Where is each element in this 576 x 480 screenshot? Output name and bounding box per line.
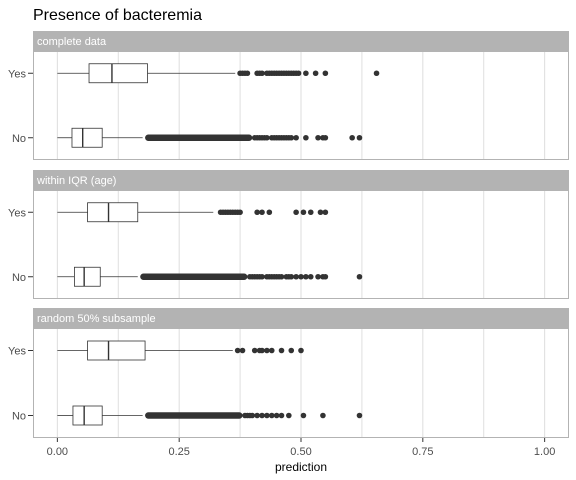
facet-strip-label: random 50% subsample [37, 313, 156, 325]
outlier-point [303, 70, 309, 77]
outlier-point [373, 70, 380, 77]
y-tick-label: Yes [8, 346, 26, 358]
outlier-point [288, 134, 295, 141]
outlier-point [307, 209, 314, 216]
outlier-point [278, 273, 285, 280]
y-tick-label: No [12, 133, 26, 145]
outlier-band [145, 412, 243, 419]
box-no [57, 127, 363, 148]
outlier-point [322, 209, 329, 216]
outlier-point [320, 412, 326, 419]
outlier-point [315, 134, 321, 141]
outlier-point [298, 273, 304, 280]
panel-border [33, 328, 569, 438]
outlier-point [259, 209, 265, 216]
outlier-point [312, 70, 319, 77]
outlier-point [266, 209, 273, 216]
outlier-point [259, 273, 265, 280]
x-tick-label: 0.25 [168, 446, 189, 458]
x-tick-label: 1.00 [534, 446, 555, 458]
outlier-point [264, 412, 270, 419]
box-yes [57, 202, 329, 223]
facet-strip [33, 170, 569, 190]
outlier-point [307, 273, 314, 280]
box-iqr [87, 340, 146, 361]
outlier-point [317, 209, 324, 216]
box-no [57, 405, 363, 426]
x-tick-label: 0.00 [47, 446, 68, 458]
panel-border [33, 190, 569, 299]
y-tick-label: No [12, 411, 26, 423]
outlier-point [244, 70, 251, 77]
outlier-point [300, 209, 307, 216]
facet-strip [33, 31, 569, 51]
outlier-point [293, 134, 299, 141]
outlier-point [322, 70, 329, 77]
outlier-point [295, 70, 302, 77]
box-iqr [71, 127, 103, 148]
facet-strip-label: complete data [37, 36, 107, 48]
outlier-point [273, 412, 280, 419]
chart-title: Presence of bacteremia [33, 7, 202, 24]
facet-panel-0: complete data Yes No [8, 31, 569, 160]
y-tick-label: Yes [8, 207, 26, 219]
outlier-point [239, 347, 246, 354]
outlier-point [268, 347, 275, 354]
outlier-point [293, 273, 299, 280]
outlier-point [249, 412, 256, 419]
outlier-point [268, 412, 275, 419]
outlier-point [315, 273, 321, 280]
outlier-point [298, 347, 304, 354]
box-iqr [87, 202, 139, 223]
outlier-point [356, 273, 363, 280]
outlier-point [259, 412, 265, 419]
outlier-point [234, 347, 241, 354]
x-tick-label: 0.50 [290, 446, 311, 458]
y-tick-label: Yes [8, 68, 26, 80]
x-axis-title: prediction [275, 460, 327, 474]
x-tick-label: 0.75 [412, 446, 433, 458]
outlier-point [264, 347, 270, 354]
outlier-point [300, 412, 307, 419]
outlier-point [259, 70, 265, 77]
outlier-point [259, 347, 265, 354]
outlier-point [288, 347, 295, 354]
facet-panel-2: random 50% subsample Yes No [8, 308, 569, 438]
box-iqr [74, 266, 101, 287]
outlier-point [264, 134, 270, 141]
box-iqr [88, 63, 148, 84]
outlier-band [140, 273, 248, 280]
outlier-point [293, 209, 299, 216]
outlier-point [251, 347, 258, 354]
outlier-point [278, 347, 285, 354]
outlier-point [254, 209, 260, 216]
outlier-point [322, 134, 329, 141]
outlier-point [303, 273, 309, 280]
box-no [57, 266, 363, 287]
box-yes [57, 63, 380, 84]
facet-panel-1: within IQR (age) Yes No [8, 170, 569, 299]
outlier-point [286, 412, 292, 419]
outlier-point [356, 412, 363, 419]
facet-strip [33, 308, 569, 328]
panel-border [33, 51, 569, 160]
outlier-point [278, 412, 285, 419]
outlier-point [288, 273, 295, 280]
outlier-point [356, 134, 363, 141]
facet-strip-label: within IQR (age) [36, 175, 116, 187]
outlier-point [237, 209, 243, 216]
outlier-point [303, 134, 309, 141]
box-yes [57, 340, 304, 361]
x-axis: 0.00 0.25 0.50 0.75 1.00 [47, 438, 555, 458]
outlier-band [145, 134, 253, 141]
y-tick-label: No [12, 272, 26, 284]
box-iqr [72, 405, 103, 426]
outlier-point [349, 134, 355, 141]
outlier-point [254, 412, 260, 419]
outlier-point [322, 273, 329, 280]
